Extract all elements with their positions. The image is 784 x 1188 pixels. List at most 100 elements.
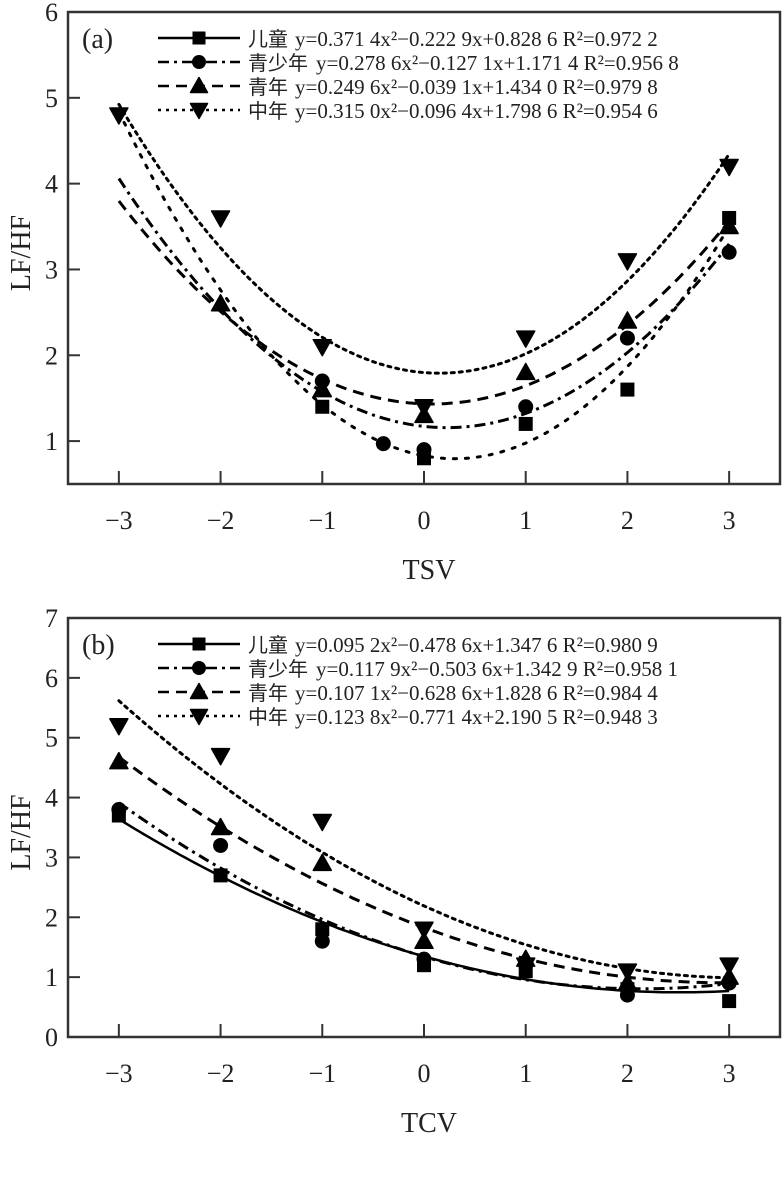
legend-marker — [192, 661, 206, 675]
x-tick-label: −1 — [308, 506, 336, 535]
legend-label: 中年 — [248, 99, 288, 123]
data-point — [619, 330, 635, 346]
legend-marker — [189, 76, 209, 94]
legend-equation: y=0.249 6x²−0.039 1x+1.434 0 R²=0.979 8 — [295, 75, 658, 99]
data-point — [515, 957, 536, 975]
fit-curve-2 — [117, 200, 731, 406]
y-tick-label: 2 — [45, 341, 58, 370]
data-point — [617, 963, 638, 981]
y-tick-label: 3 — [45, 255, 58, 284]
legend-marker — [189, 708, 209, 726]
legend-marker — [192, 31, 206, 45]
x-tick-label: 3 — [723, 506, 736, 535]
data-point — [315, 922, 330, 937]
legend-equation: y=0.278 6x²−0.127 1x+1.171 4 R²=0.956 8 — [316, 51, 679, 75]
legend-equation: y=0.371 4x²−0.222 9x+0.828 6 R²=0.972 2 — [295, 27, 658, 51]
series-3 — [109, 107, 739, 417]
x-tick-label: 0 — [418, 506, 431, 535]
y-tick-label: 5 — [45, 84, 58, 113]
x-tick-label: 2 — [621, 1059, 634, 1088]
y-tick-label: 5 — [45, 724, 58, 753]
data-point — [312, 853, 333, 872]
y-tick-label: 6 — [45, 664, 58, 693]
data-point — [515, 362, 536, 381]
x-tick-label: −2 — [207, 1059, 235, 1088]
legend-equation: y=0.117 9x²−0.503 6x+1.342 9 R²=0.958 1 — [316, 657, 678, 681]
x-axis-title: TSV — [403, 555, 456, 586]
legend-equation: y=0.107 1x²−0.628 6x+1.828 6 R²=0.984 4 — [295, 681, 658, 705]
series-2 — [109, 751, 739, 991]
x-tick-label: −1 — [308, 1059, 336, 1088]
legend-marker — [189, 102, 209, 120]
legend-item: 青少年 y=0.278 6x²−0.127 1x+1.171 4 R²=0.956… — [158, 51, 679, 75]
y-tick-label: 1 — [45, 427, 58, 456]
y-tick-label: 7 — [45, 604, 58, 633]
data-point — [719, 967, 739, 985]
legend-label: 青少年 — [248, 51, 308, 75]
x-tick-label: 0 — [418, 1059, 431, 1088]
legend-marker — [192, 637, 206, 651]
data-point — [213, 868, 228, 883]
data-point — [414, 921, 434, 940]
data-point — [719, 957, 739, 975]
legend-equation: y=0.095 2x²−0.478 6x+1.347 6 R²=0.980 9 — [295, 633, 658, 657]
series-0 — [111, 808, 737, 1009]
data-point — [719, 158, 739, 177]
data-point — [109, 751, 129, 770]
data-point — [210, 210, 231, 228]
y-tick-label: 6 — [45, 0, 58, 27]
data-point — [617, 311, 638, 329]
legend-marker — [189, 682, 209, 700]
x-tick-label: 1 — [519, 1059, 532, 1088]
legend-equation: y=0.123 8x²−0.771 4x+2.190 5 R²=0.948 3 — [295, 705, 658, 729]
series-1 — [111, 802, 737, 1003]
y-tick-label: 2 — [45, 903, 58, 932]
x-tick-label: −2 — [207, 506, 235, 535]
data-point — [518, 399, 534, 415]
data-point — [111, 802, 127, 818]
x-tick-label: 2 — [621, 506, 634, 535]
data-point — [617, 253, 638, 271]
x-tick-label: −3 — [105, 506, 133, 535]
fit-curve-3 — [117, 102, 731, 375]
data-point — [315, 399, 330, 414]
data-point — [515, 330, 536, 348]
legend-label: 青年 — [248, 681, 288, 705]
legend-label: 青少年 — [248, 657, 308, 681]
panel-b: −3 −2 −1 0 1 2 3 0 1 2 3 4 5 6 7 TCV LF/HF (b) 儿童 y=0.095 2… — [6, 604, 782, 1139]
data-point — [721, 244, 737, 260]
data-point — [617, 973, 638, 991]
legend-label: 中年 — [248, 705, 288, 729]
y-tick-label: 4 — [45, 784, 58, 813]
legend-item: 青年 y=0.249 6x²−0.039 1x+1.434 0 R²=0.979 … — [158, 75, 658, 99]
data-point — [213, 837, 229, 853]
data-point — [312, 379, 333, 398]
legend-label: 儿童 — [248, 633, 288, 657]
data-point — [109, 717, 129, 736]
legend-label: 儿童 — [248, 27, 288, 51]
legend-item: 青少年 y=0.117 9x²−0.503 6x+1.342 9 R²=0.958… — [158, 657, 678, 681]
data-point — [109, 107, 129, 125]
legend-marker — [192, 55, 206, 69]
x-tick-label: 1 — [519, 506, 532, 535]
data-point — [416, 442, 432, 458]
legend-label: 青年 — [248, 75, 288, 99]
panel-label: (b) — [82, 630, 115, 661]
y-tick-label: 4 — [45, 170, 58, 199]
data-point — [722, 994, 737, 1009]
data-point — [719, 216, 739, 235]
fit-curve-0 — [117, 110, 731, 461]
panel-a: −3 −2 −1 0 1 2 3 1 2 3 4 5 6 TSV LF/HF (a) 儿童 y=0.371 4x²… — [6, 0, 782, 586]
data-point — [210, 294, 231, 312]
fit-curve-1 — [117, 177, 731, 430]
data-point — [620, 382, 635, 397]
data-point — [416, 951, 432, 967]
y-tick-label: 1 — [45, 963, 58, 992]
series-3 — [109, 717, 739, 981]
y-tick-label: 3 — [45, 843, 58, 872]
y-tick-label: 0 — [45, 1023, 58, 1052]
legend-equation: y=0.315 0x²−0.096 4x+1.798 6 R²=0.954 6 — [295, 99, 658, 123]
data-point — [210, 817, 231, 836]
data-point — [518, 416, 533, 431]
